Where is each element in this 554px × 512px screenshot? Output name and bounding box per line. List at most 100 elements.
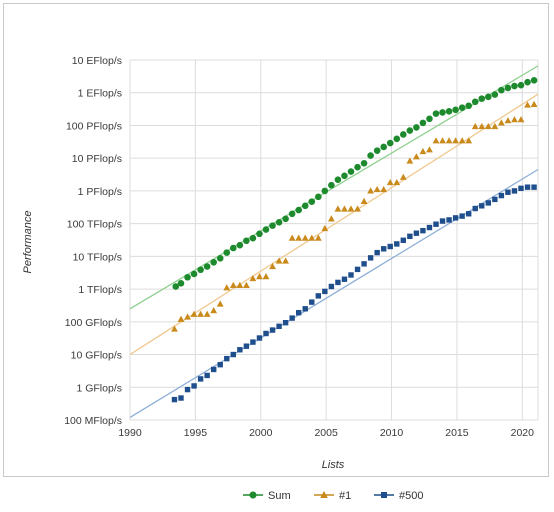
- sum-point: [184, 273, 191, 281]
- top500-point: [263, 330, 269, 337]
- top1-point: [426, 146, 433, 153]
- legend-label-top1: #1: [339, 490, 351, 502]
- top1-point: [524, 101, 531, 108]
- top500-point: [439, 218, 446, 224]
- sum-point: [177, 280, 185, 287]
- sum-point: [439, 109, 446, 116]
- top500-point: [276, 323, 282, 329]
- sum-point: [393, 135, 401, 143]
- sum-point: [243, 237, 250, 245]
- x-tick-label: 1995: [184, 427, 208, 439]
- top1-point: [530, 100, 538, 107]
- y-tick-label: 1 PFlop/s: [78, 186, 122, 198]
- top1-point: [517, 116, 525, 123]
- top1-point: [242, 281, 250, 288]
- sum-point: [413, 124, 420, 131]
- top1-point: [262, 273, 270, 280]
- sum-point: [282, 215, 289, 223]
- top1-point: [236, 281, 244, 288]
- sum-point: [341, 172, 348, 180]
- sum-point: [269, 222, 276, 229]
- x-tick-label: 2010: [380, 427, 404, 439]
- top1-point: [412, 153, 420, 160]
- data-points: [171, 76, 538, 403]
- top500-point: [472, 205, 478, 212]
- sum-point: [190, 270, 198, 278]
- top500-point: [322, 288, 328, 295]
- top1-point: [301, 234, 309, 241]
- top500-point: [433, 221, 439, 227]
- top500-point: [178, 395, 184, 401]
- x-tick-label: 2015: [445, 427, 469, 439]
- x-tick-label: 1990: [118, 427, 142, 439]
- sum-point: [216, 255, 224, 262]
- top500-point: [518, 185, 524, 192]
- y-tick-label: 10 EFlop/s: [72, 55, 122, 67]
- sum-point: [347, 168, 355, 175]
- sum-point: [524, 78, 531, 86]
- top1-point: [458, 137, 466, 144]
- top1-point: [497, 119, 505, 126]
- top1-point: [452, 137, 460, 144]
- top1-point: [334, 205, 342, 212]
- top1-point: [327, 215, 335, 222]
- legend: Sum #1 #500: [243, 490, 423, 502]
- top1-point: [288, 234, 296, 241]
- top500-point: [485, 200, 492, 206]
- legend-label-top500: #500: [399, 490, 423, 502]
- top1-point: [197, 310, 205, 317]
- x-tick-label: 2020: [511, 427, 535, 439]
- top1-point: [282, 257, 290, 264]
- sum-point: [380, 143, 387, 151]
- chart-frame: [3, 3, 549, 477]
- top500-point: [524, 184, 531, 190]
- sum-point: [360, 159, 368, 167]
- sum-point: [315, 193, 322, 201]
- top500-point: [498, 192, 505, 199]
- top1-point: [249, 274, 257, 282]
- top1-point: [406, 157, 414, 164]
- top500-point: [387, 243, 393, 250]
- sum-point: [426, 115, 433, 123]
- top500-point: [295, 309, 302, 316]
- x-tick-label: 2005: [314, 427, 338, 439]
- top500-point: [171, 396, 178, 403]
- top500-point: [315, 293, 322, 299]
- top1-point: [275, 257, 283, 264]
- top1-point: [203, 310, 211, 317]
- top500-point: [459, 213, 465, 219]
- y-tick-label: 1 TFlop/s: [78, 284, 122, 296]
- top1-point: [380, 185, 388, 193]
- legend-marker-top1: [320, 491, 328, 498]
- top1-point: [341, 205, 348, 212]
- top1-point: [190, 310, 198, 317]
- sum-point: [288, 210, 296, 218]
- top500-point: [380, 246, 387, 252]
- legend-label-sum: Sum: [268, 490, 291, 502]
- sum-point: [301, 202, 309, 210]
- sum-point: [203, 263, 211, 270]
- sum-point: [249, 234, 257, 242]
- top1-point: [308, 234, 316, 241]
- sum-point: [478, 95, 486, 102]
- top500-point: [479, 203, 485, 209]
- sum-point: [511, 82, 518, 90]
- sum-point: [172, 283, 180, 290]
- sum-point: [504, 84, 512, 92]
- top500-point: [256, 335, 263, 341]
- top1-point: [393, 178, 401, 186]
- top500-point: [374, 249, 380, 256]
- top500-point: [511, 188, 518, 194]
- trend-line-top1: [130, 93, 538, 356]
- sum-point: [452, 106, 459, 114]
- sum-point: [406, 127, 414, 134]
- top500-point: [348, 272, 354, 278]
- trend-lines: [130, 65, 538, 418]
- top500-point: [531, 184, 537, 190]
- legend-marker-top500: [381, 492, 387, 498]
- top500-point: [269, 327, 276, 333]
- top500-point: [302, 306, 308, 312]
- top1-point: [484, 122, 492, 130]
- sum-point: [223, 249, 231, 256]
